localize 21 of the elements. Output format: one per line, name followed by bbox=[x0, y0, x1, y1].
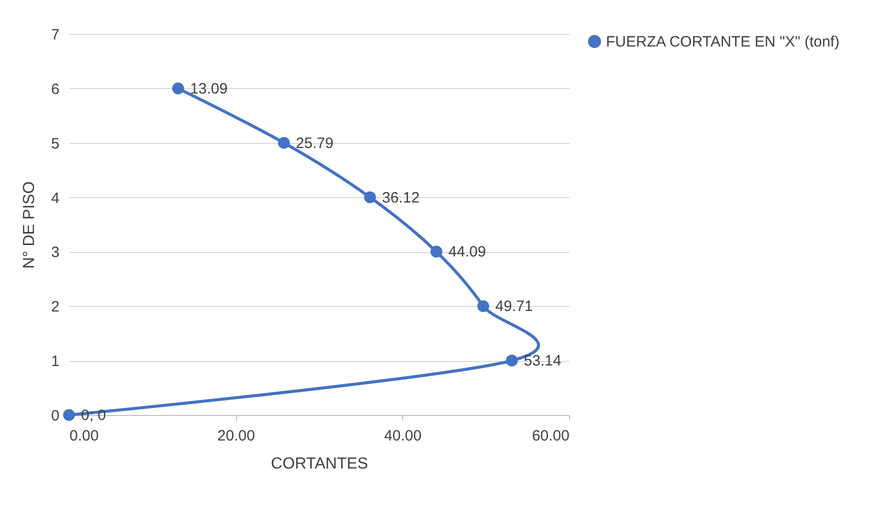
x-axis-title: CORTANTES bbox=[270, 456, 368, 472]
y-tick-label: 0 bbox=[51, 408, 60, 424]
x-tick-label: 20.00 bbox=[217, 428, 255, 444]
annotation: 25.79 bbox=[296, 134, 334, 152]
y-tick-label: 2 bbox=[51, 298, 60, 316]
legend-label: FUERZA CORTANTE EN "X" (tonf) bbox=[606, 34, 840, 50]
y-axis-title: N° DE PISO bbox=[21, 181, 38, 269]
x-tick-label: 40.00 bbox=[384, 428, 422, 444]
y-tick-label: 3 bbox=[51, 244, 60, 262]
annotation: 44.09 bbox=[448, 244, 486, 261]
y-tick-label: 1 bbox=[51, 353, 60, 370]
y-tick-label: 7 bbox=[51, 26, 60, 44]
x-tick-label: 0.00 bbox=[70, 428, 99, 444]
y-tick-label: 5 bbox=[51, 135, 60, 152]
annotation: 36.12 bbox=[382, 189, 420, 206]
y-tick-label: 4 bbox=[51, 190, 60, 207]
x-tick-label: 60.00 bbox=[532, 428, 570, 444]
y-tick-label: 6 bbox=[51, 80, 60, 98]
annotation: 49.71 bbox=[495, 298, 533, 316]
annotation: 53.14 bbox=[524, 352, 562, 370]
annotation: 13.09 bbox=[190, 80, 228, 98]
